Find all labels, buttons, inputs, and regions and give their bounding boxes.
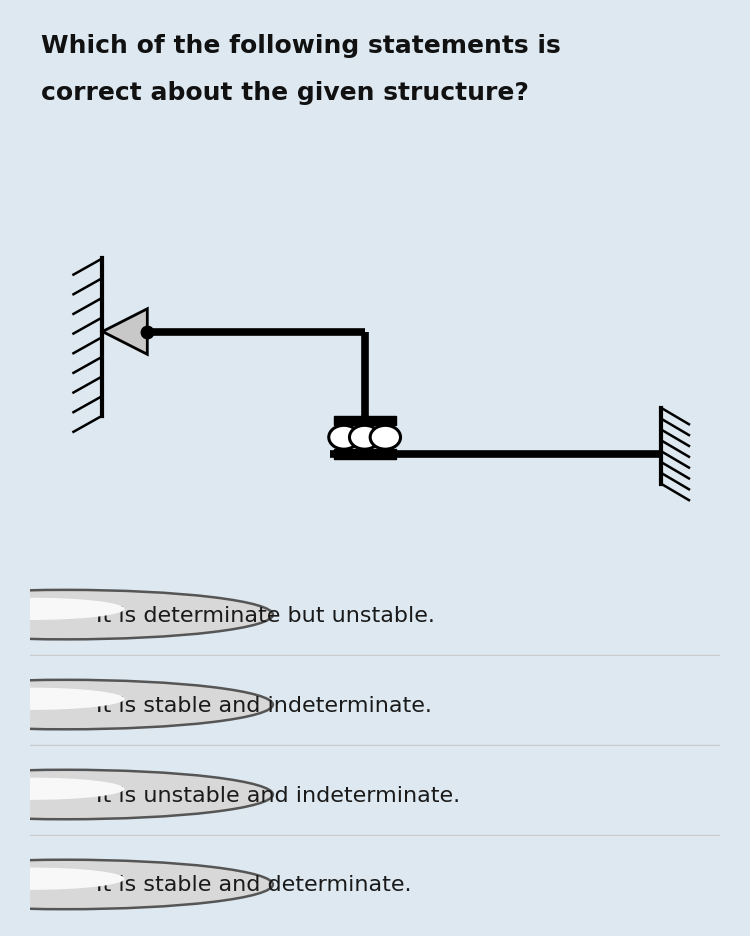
Bar [334,449,396,460]
Circle shape [0,770,273,819]
Circle shape [0,591,273,639]
Circle shape [328,426,359,449]
Circle shape [0,598,124,621]
Text: It is unstable and indeterminate.: It is unstable and indeterminate. [95,784,460,805]
Bar [334,417,396,426]
Text: It is determinate but unstable.: It is determinate but unstable. [95,605,434,625]
Circle shape [0,860,273,909]
Circle shape [350,426,380,449]
Text: correct about the given structure?: correct about the given structure? [41,80,530,105]
Circle shape [0,778,124,800]
Text: It is stable and determinate.: It is stable and determinate. [95,874,411,895]
Circle shape [0,868,124,890]
Circle shape [0,688,124,710]
Text: It is stable and indeterminate.: It is stable and indeterminate. [95,695,431,715]
Polygon shape [103,310,147,355]
Circle shape [370,426,400,449]
Text: Which of the following statements is: Which of the following statements is [41,34,561,58]
Circle shape [0,680,273,729]
